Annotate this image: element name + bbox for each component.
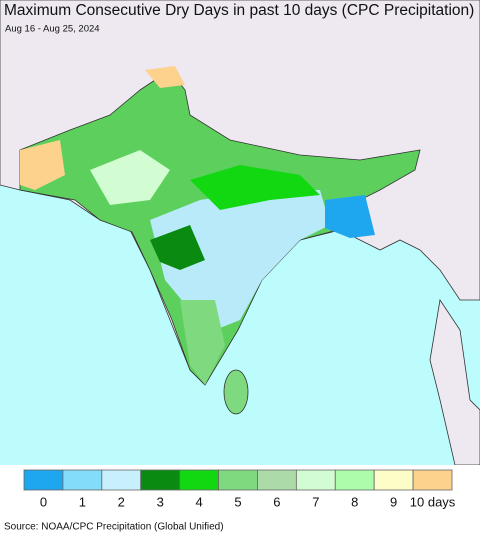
legend-swatch	[373, 469, 414, 491]
legend-swatch	[334, 469, 375, 491]
legend-label: 4	[195, 494, 202, 509]
legend-label: 1	[79, 494, 86, 509]
legend-swatch	[295, 469, 336, 491]
legend-label: 6	[273, 494, 280, 509]
dry-10-north	[145, 66, 185, 88]
legend-label: 2	[118, 494, 125, 509]
legend-label: 3	[157, 494, 164, 509]
legend-swatch	[23, 469, 64, 491]
land-east	[429, 298, 480, 466]
legend-label: 10 days	[410, 494, 456, 509]
legend: 0 1 2 3 4 5 6 7 8 9 10 days	[23, 469, 456, 509]
legend-swatch	[412, 469, 453, 491]
dry-0	[325, 195, 375, 238]
sri-lanka	[223, 369, 249, 415]
legend-label: 0	[40, 494, 47, 509]
legend-swatch	[257, 469, 297, 491]
dry-7	[90, 150, 170, 205]
dry-1-2	[150, 190, 330, 330]
legend-swatch	[179, 469, 219, 491]
legend-label: 9	[390, 494, 397, 509]
dry-3	[150, 225, 205, 270]
legend-swatch	[140, 469, 181, 491]
dry-5	[180, 300, 225, 385]
dry-4	[190, 165, 320, 210]
legend-swatch	[218, 469, 258, 491]
legend-swatch	[101, 469, 142, 491]
title: Maximum Consecutive Dry Days in past 10 …	[4, 2, 474, 19]
legend-label: 7	[312, 494, 319, 509]
legend-swatch	[62, 469, 103, 491]
legend-label: 5	[234, 494, 241, 509]
legend-label: 8	[351, 494, 358, 509]
map	[0, 0, 480, 466]
dry-10-west	[20, 140, 65, 190]
subtitle: Aug 16 - Aug 25, 2024	[5, 24, 100, 35]
source: Source: NOAA/CPC Precipitation (Global U…	[4, 522, 224, 533]
